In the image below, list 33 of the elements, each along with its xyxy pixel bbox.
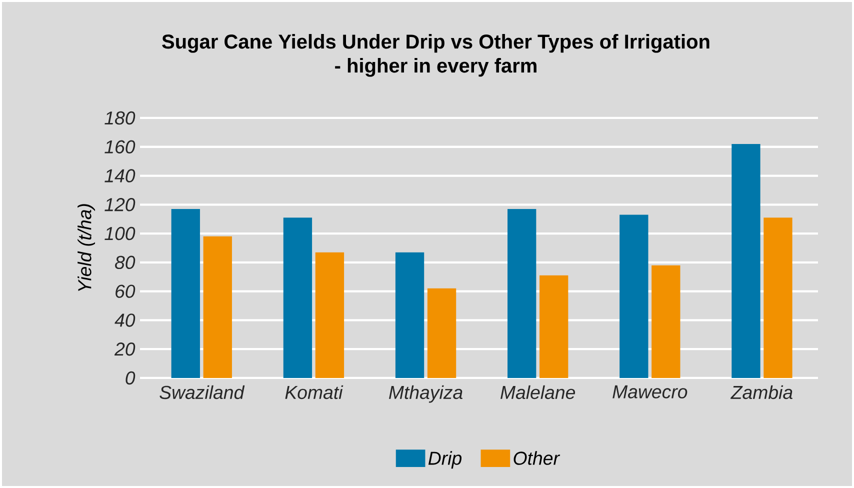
bar [427,288,456,378]
bar [540,275,568,378]
bar [620,214,648,378]
bar [315,252,344,378]
y-tick-label: 20 [114,342,136,356]
x-tick-label: Swaziland [160,385,245,400]
legend-label: Other [514,451,560,465]
bar [764,218,792,378]
chart-subtitle: - higher in every farm [335,58,536,77]
bar [508,208,536,378]
bar [732,144,760,378]
x-tick-label: Komati [285,385,344,400]
bar [171,208,200,378]
y-tick-label: 60 [116,284,136,298]
y-tick-label: 40 [114,314,136,327]
y-tick-label: 180 [104,111,136,125]
x-tick-label: Malelane [500,385,576,400]
legend-label: Drip [428,451,462,469]
y-tick-label: 140 [104,169,136,182]
bar [395,252,424,378]
bar [283,218,312,378]
y-tick-label: 120 [104,198,136,212]
bar [652,265,680,378]
y-tick-label: 160 [104,140,136,154]
x-tick-label: Mawecro [612,385,688,398]
x-tick-label: Zambia [730,385,792,400]
bar [203,236,232,378]
y-tick-label: 100 [104,226,136,240]
chart-title: Sugar Cane Yields Under Drip vs Other Types of Irrigation [162,34,710,53]
y-tick-label: 0 [126,371,136,385]
y-tick-label: 80 [115,256,136,270]
y-axis-title: Yield (t/ha) [78,204,95,292]
x-tick-label: Mthayiza [388,385,462,403]
